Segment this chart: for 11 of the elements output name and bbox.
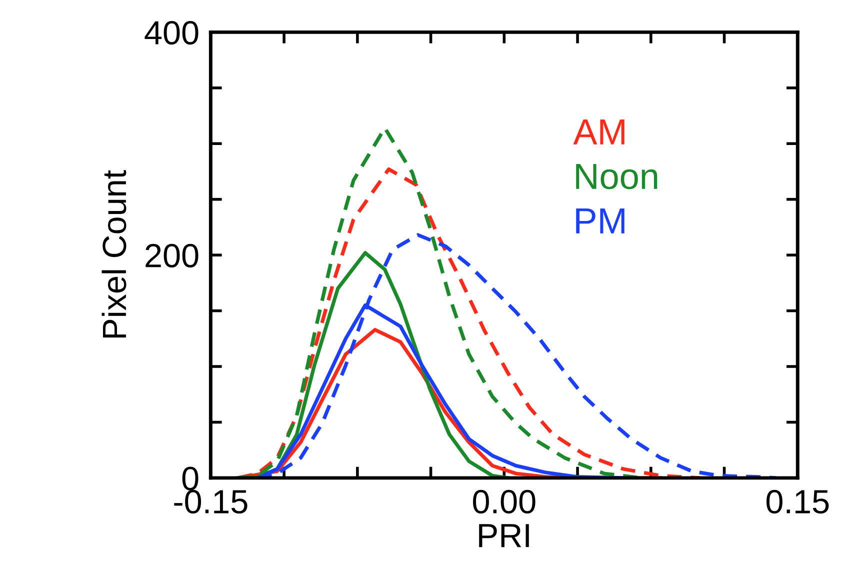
text: PM [576,208,624,234]
x-tick-label: 0.15 [766,490,829,514]
text: AM [573,119,624,144]
x-tick-label: 0.00 [473,490,536,514]
y-tick-label: 400 [144,20,198,45]
y-tick-label: 200 [146,244,198,268]
y-tick-label: 0 [182,466,198,490]
y-axis-title: Pixel Count [102,170,126,338]
text: Noon [576,164,658,190]
x-axis-title: PRI [479,524,529,548]
x-tick-label: -0.15 [174,490,248,514]
